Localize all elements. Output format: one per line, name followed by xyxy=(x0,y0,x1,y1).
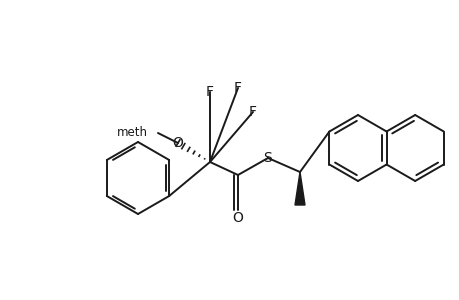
Text: O: O xyxy=(172,136,183,150)
Text: F: F xyxy=(206,85,213,99)
Text: meth: meth xyxy=(117,127,148,140)
Text: F: F xyxy=(234,81,241,95)
Text: S: S xyxy=(263,151,272,165)
Text: O: O xyxy=(232,211,243,225)
Polygon shape xyxy=(294,172,304,205)
Text: F: F xyxy=(248,105,257,119)
